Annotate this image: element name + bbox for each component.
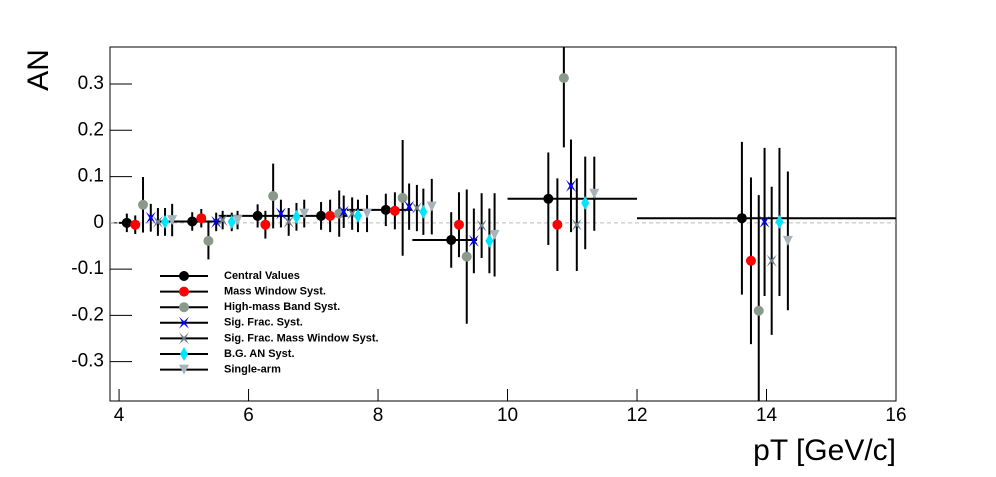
- marker: [571, 218, 582, 231]
- marker: [130, 219, 141, 230]
- x-axis-label: pT [GeV/c]: [753, 434, 896, 467]
- marker: [362, 208, 373, 219]
- marker: [489, 229, 500, 240]
- marker: [782, 235, 793, 246]
- marker: [196, 213, 207, 224]
- x-tick-label: 16: [885, 405, 906, 426]
- marker: [252, 210, 263, 221]
- marker: [145, 211, 156, 224]
- legend-label: Central Values: [224, 270, 300, 282]
- marker: [268, 191, 279, 202]
- x-tick-label: 6: [243, 405, 254, 426]
- marker: [426, 201, 437, 212]
- marker: [299, 208, 310, 219]
- x-tick-label: 12: [626, 405, 647, 426]
- marker: [121, 217, 132, 228]
- marker: [446, 234, 457, 245]
- marker: [161, 214, 170, 229]
- legend-label: Sig. Frac. Syst.: [224, 317, 303, 329]
- marker: [380, 204, 391, 215]
- y-tick-label: 0.1: [78, 166, 104, 187]
- marker: [589, 188, 600, 199]
- marker: [558, 73, 569, 84]
- marker: [275, 207, 286, 220]
- marker: [283, 215, 294, 228]
- marker: [766, 254, 777, 267]
- marker: [453, 219, 464, 230]
- marker: [476, 219, 487, 232]
- marker: [419, 204, 428, 219]
- marker: [187, 216, 198, 227]
- x-tick-label: 14: [756, 405, 778, 426]
- y-tick-label: 0.3: [78, 73, 104, 94]
- legend-marker: [179, 332, 189, 345]
- marker: [461, 251, 472, 262]
- marker: [260, 219, 271, 230]
- marker: [232, 215, 243, 226]
- legend-marker: [179, 302, 189, 313]
- marker: [468, 234, 479, 247]
- legend-marker: [179, 364, 189, 375]
- marker: [203, 235, 214, 246]
- x-tick-label: 4: [114, 405, 125, 426]
- marker: [753, 305, 764, 316]
- legend-label: High-mass Band Syst.: [224, 301, 340, 313]
- marker: [227, 214, 236, 229]
- legend-label: Sig. Frac. Mass Window Syst.: [224, 332, 379, 344]
- legend-marker: [179, 316, 189, 329]
- marker: [325, 210, 336, 221]
- marker: [152, 215, 163, 228]
- legend-label: Single-arm: [224, 364, 281, 376]
- x-tick-label: 10: [497, 405, 518, 426]
- marker: [543, 193, 554, 204]
- marker: [138, 199, 149, 210]
- marker: [775, 214, 784, 229]
- legend-marker: [179, 286, 189, 297]
- marker: [397, 192, 408, 203]
- marker: [353, 208, 362, 223]
- marker: [316, 210, 327, 221]
- y-tick-label: 0: [93, 212, 104, 233]
- marker: [389, 205, 400, 216]
- marker: [552, 219, 563, 230]
- y-tick-label: 0.2: [78, 119, 104, 140]
- marker: [411, 202, 422, 215]
- y-tick-label: -0.3: [71, 351, 104, 372]
- legend-marker: [179, 271, 189, 281]
- marker: [217, 214, 228, 227]
- marker: [736, 213, 747, 224]
- legend-label: Mass Window Syst.: [224, 286, 326, 298]
- marker: [745, 255, 756, 266]
- plot-frame: [109, 46, 897, 402]
- y-axis-label: AN: [22, 49, 55, 91]
- marker: [565, 179, 576, 192]
- marker: [485, 233, 494, 248]
- marker: [759, 215, 770, 228]
- y-tick-label: -0.2: [71, 304, 104, 325]
- legend-label: B.G. AN Syst.: [224, 348, 295, 360]
- marker: [404, 200, 415, 213]
- marker: [292, 209, 301, 224]
- marker: [334, 208, 345, 219]
- marker: [581, 195, 590, 210]
- marker: [338, 205, 349, 218]
- marker: [167, 215, 178, 226]
- legend-marker: [180, 347, 188, 361]
- x-tick-label: 8: [373, 405, 384, 426]
- y-tick-label: -0.1: [71, 258, 104, 279]
